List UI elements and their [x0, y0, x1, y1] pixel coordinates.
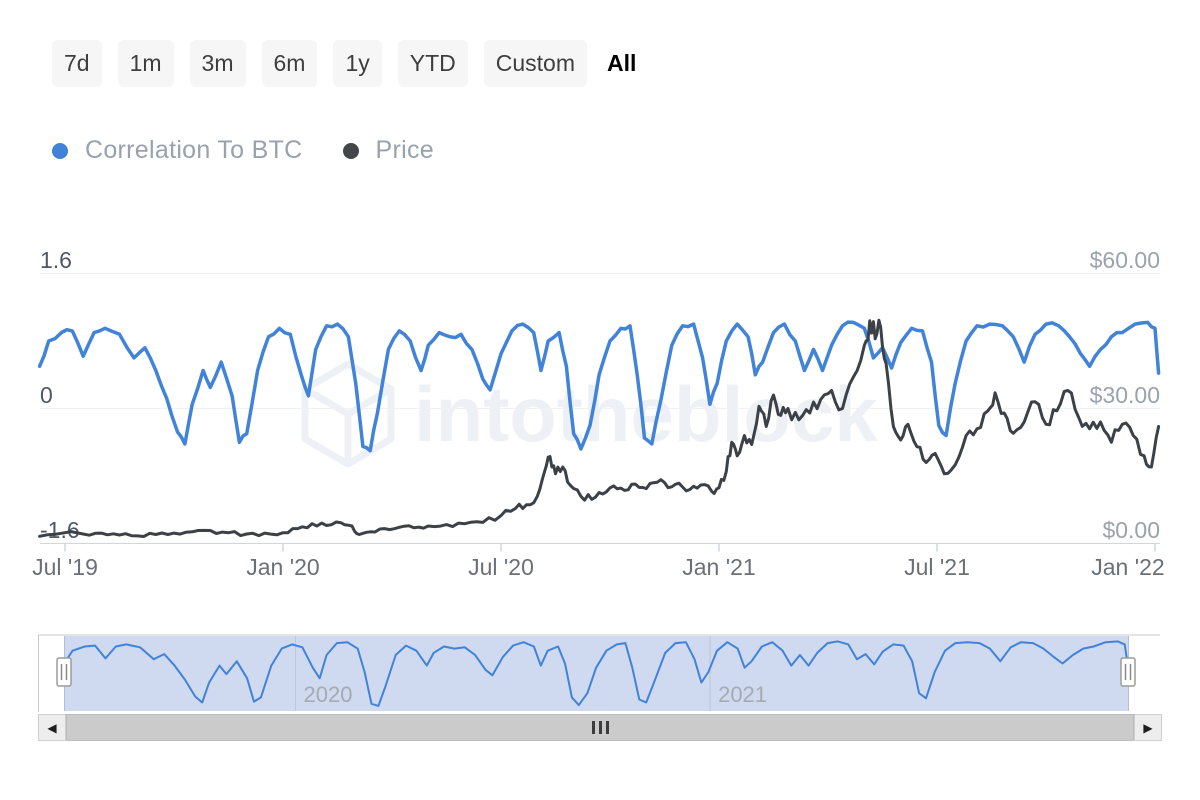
- series-correlation-line: [37, 320, 1161, 453]
- range-button-ytd[interactable]: YTD: [397, 40, 468, 87]
- scrollbar-right-button[interactable]: ▶: [1134, 714, 1162, 741]
- legend-dot-icon: [52, 142, 68, 159]
- range-button-6m[interactable]: 6m: [261, 40, 318, 87]
- navigator-scrollbar: ◀ ▶: [38, 714, 1162, 741]
- navigator-right-handle[interactable]: [1120, 657, 1136, 687]
- navigator-year-label: 2021: [718, 682, 768, 707]
- range-button-1y[interactable]: 1y: [333, 40, 382, 87]
- x-axis-label: Jul '19: [32, 554, 98, 580]
- left-axis-label: 1.6: [40, 247, 72, 273]
- navigator-left-handle[interactable]: [56, 657, 72, 687]
- scrollbar-grip-icon: [591, 721, 609, 734]
- x-axis-label: Jan '22: [1091, 554, 1165, 580]
- scrollbar-thumb[interactable]: [66, 714, 1134, 741]
- range-button-all[interactable]: All: [603, 40, 640, 87]
- legend-dot-icon: [342, 142, 359, 159]
- x-axis-label: Jan '20: [246, 554, 320, 580]
- range-button-3m[interactable]: 3m: [189, 40, 246, 87]
- range-button-custom[interactable]: Custom: [483, 40, 587, 87]
- range-button-1m[interactable]: 1m: [117, 40, 174, 87]
- scrollbar-left-arrow-icon: ◀: [47, 720, 57, 735]
- navigator-selected-range[interactable]: [64, 636, 1128, 711]
- legend-label: Price: [375, 136, 434, 164]
- right-axis-label: $30.00: [1089, 382, 1160, 408]
- scrollbar-left-button[interactable]: ◀: [38, 714, 66, 741]
- chart-legend: Correlation To BTC Price: [52, 136, 474, 165]
- scrollbar-right-arrow-icon: ▶: [1143, 720, 1153, 735]
- x-axis-label: Jul '20: [468, 554, 534, 580]
- legend-item-0[interactable]: Correlation To BTC: [52, 136, 303, 165]
- navigator-series-line: [63, 640, 1130, 707]
- time-range-toolbar: 7d 1m 3m 6m 1y YTD Custom All: [52, 40, 640, 87]
- series-price-line: [38, 318, 1161, 538]
- right-axis-label: $60.00: [1089, 247, 1160, 273]
- legend-item-1[interactable]: Price: [342, 136, 434, 165]
- navigator-year-label: 2020: [303, 682, 353, 707]
- left-axis-label: 0: [40, 382, 53, 408]
- range-button-7d[interactable]: 7d: [52, 40, 102, 87]
- x-axis-label: Jul '21: [904, 554, 970, 580]
- scrollbar-track[interactable]: [66, 714, 1134, 741]
- x-axis-label: Jan '21: [682, 554, 756, 580]
- left-axis-label: -1.6: [40, 517, 80, 543]
- legend-label: Correlation To BTC: [85, 136, 303, 164]
- right-axis-label: $0.00: [1102, 517, 1160, 543]
